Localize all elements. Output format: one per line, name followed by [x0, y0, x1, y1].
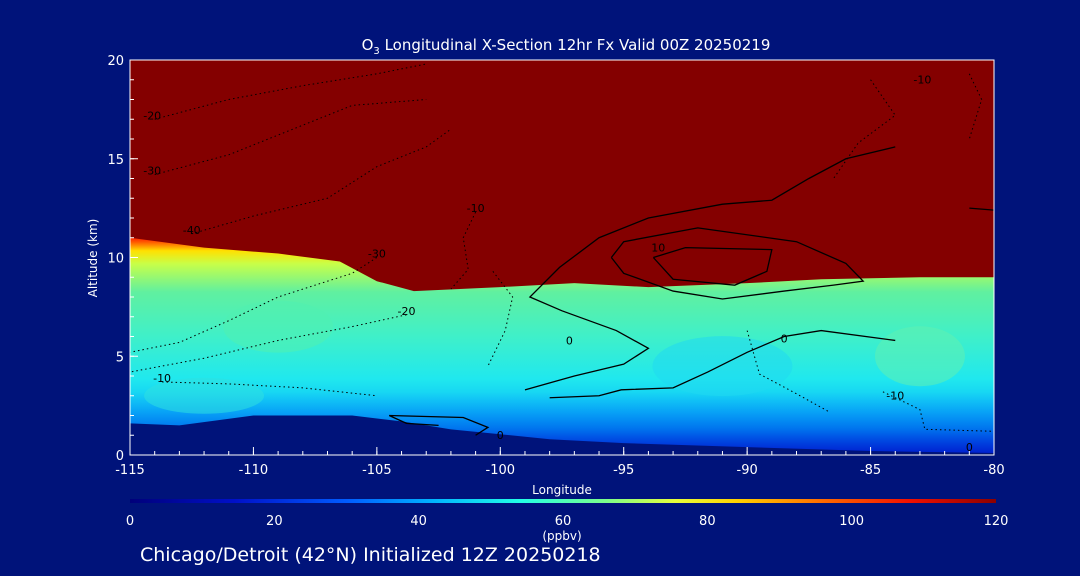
colorbar-tick-label: 40 [410, 514, 427, 529]
plot-area: -20 -30 -40 -30 -20 -10 -10 0 10 0 -10 -10 0 0 [130, 60, 994, 455]
x-tick-label: -90 [737, 463, 758, 478]
contour-line [969, 207, 994, 278]
contour-line [388, 414, 490, 436]
y-tick-label: 15 [107, 153, 124, 168]
y-tick-label: 5 [116, 350, 124, 365]
contour-label: 10 [651, 242, 665, 255]
contour-line [652, 246, 773, 286]
contour-label: -10 [467, 202, 485, 215]
x-tick-label: -80 [983, 463, 1004, 478]
contour-line-dashed [162, 381, 377, 397]
colorbar-tick-label: 20 [266, 514, 283, 529]
x-tick-label: -85 [860, 463, 881, 478]
contour-label: 0 [497, 429, 504, 442]
contour-line [610, 227, 865, 300]
contour-line-dashed [746, 330, 829, 412]
colorbar-label: (ppbv) [542, 529, 581, 543]
ozone-patch [874, 326, 965, 387]
x-tick-label: -100 [486, 463, 516, 478]
contour-label: -30 [368, 248, 386, 261]
chart-title: O3 Longitudinal X-Section 12hr Fx Valid … [362, 36, 771, 57]
y-axis: 0 5 10 15 20 [107, 54, 138, 464]
x-tick-label: -115 [115, 463, 145, 478]
ozone-patch [223, 300, 334, 353]
x-tick-label: -110 [239, 463, 269, 478]
contour-line [549, 329, 896, 399]
contour-label: 0 [781, 332, 788, 345]
contour-label: -20 [143, 109, 161, 122]
contour-line-dashed [487, 271, 514, 367]
x-tick-label: -105 [362, 463, 392, 478]
contour-line-dashed [154, 99, 427, 176]
colorbar-tick-label: 100 [839, 514, 864, 529]
colorbar [130, 499, 996, 503]
colorbar-ticks: 0 20 40 60 80 100 120 [126, 514, 1009, 529]
contour-line-dashed [130, 314, 407, 373]
contour-label: -10 [153, 372, 171, 385]
contour-label: -10 [886, 390, 904, 403]
colorbar-tick-label: 120 [984, 514, 1009, 529]
contour-label: -40 [183, 224, 201, 237]
ozone-patch [144, 377, 265, 414]
x-axis-label: Longitude [532, 483, 592, 497]
contour-line-dashed [450, 211, 477, 290]
terrain-mask [130, 415, 994, 455]
y-tick-label: 20 [107, 54, 124, 69]
contour-line [524, 146, 896, 391]
x-axis: -115 -110 -105 -100 -95 -90 -85 -80 [115, 447, 1005, 478]
contour-line-dashed [968, 73, 983, 140]
colorbar-tick-label: 60 [555, 514, 572, 529]
contour-label: 0 [566, 334, 573, 347]
contour-label: -10 [913, 74, 931, 87]
contour-line-dashed [154, 63, 427, 120]
contour-line-dashed [191, 128, 452, 235]
initialization-annotation: Chicago/Detroit (42°N) Initialized 12Z 2… [140, 544, 601, 566]
colorbar-tick-label: 0 [126, 514, 134, 529]
y-axis-label: Altitude (km) [86, 219, 100, 298]
x-tick-label: -95 [613, 463, 634, 478]
contour-label: -20 [397, 305, 415, 318]
y-tick-label: 0 [116, 449, 124, 464]
contour-label: -30 [143, 165, 161, 178]
colorbar-tick-label: 80 [699, 514, 716, 529]
y-tick-label: 10 [107, 252, 124, 267]
contour-label: 0 [966, 441, 973, 454]
